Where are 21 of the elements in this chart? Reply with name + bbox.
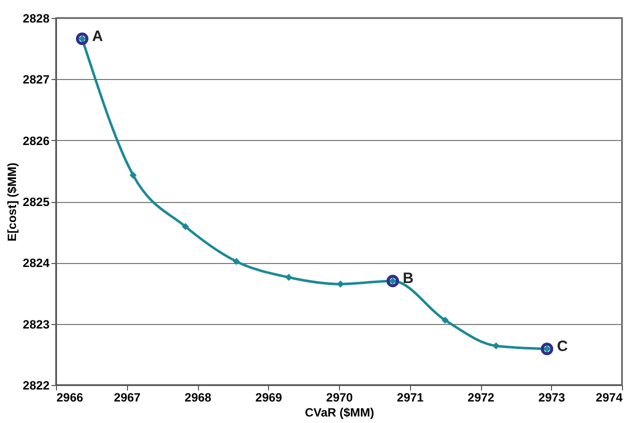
x-tick-label: 2972 <box>468 390 495 404</box>
y-tick-label: 2824 <box>22 256 50 270</box>
x-axis-title: CVaR ($MM) <box>304 406 374 420</box>
annotation: B <box>402 270 414 288</box>
y-tick-label: 2827 <box>22 72 50 87</box>
y-tick-label: 2825 <box>22 195 50 209</box>
y-axis-title: E[cost] ($MM) <box>4 162 19 242</box>
x-tick-label: 2973 <box>538 390 566 404</box>
y-tick-label: 2828 <box>22 12 50 26</box>
annotation: A <box>92 28 104 45</box>
x-tick-label: 2967 <box>114 390 141 404</box>
x-tick-label: 2974 <box>596 390 623 404</box>
x-tick-label: 2969 <box>255 390 282 404</box>
y-tick-label: 2823 <box>22 317 50 332</box>
x-tick-label: 2968 <box>184 390 212 404</box>
y-tick-label: 2822 <box>22 378 50 392</box>
y-tick-label: 2826 <box>22 134 50 148</box>
x-tick-label: 2971 <box>396 390 424 404</box>
x-tick-label: 2970 <box>326 390 354 404</box>
annotation: C <box>557 338 568 355</box>
x-tick-label: 2966 <box>56 390 84 404</box>
